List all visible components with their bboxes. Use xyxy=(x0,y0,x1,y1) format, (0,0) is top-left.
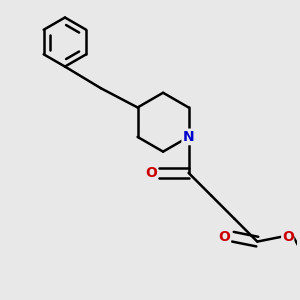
Text: O: O xyxy=(282,230,294,244)
Text: O: O xyxy=(219,230,230,244)
Text: O: O xyxy=(145,166,157,180)
Text: N: N xyxy=(183,130,194,144)
